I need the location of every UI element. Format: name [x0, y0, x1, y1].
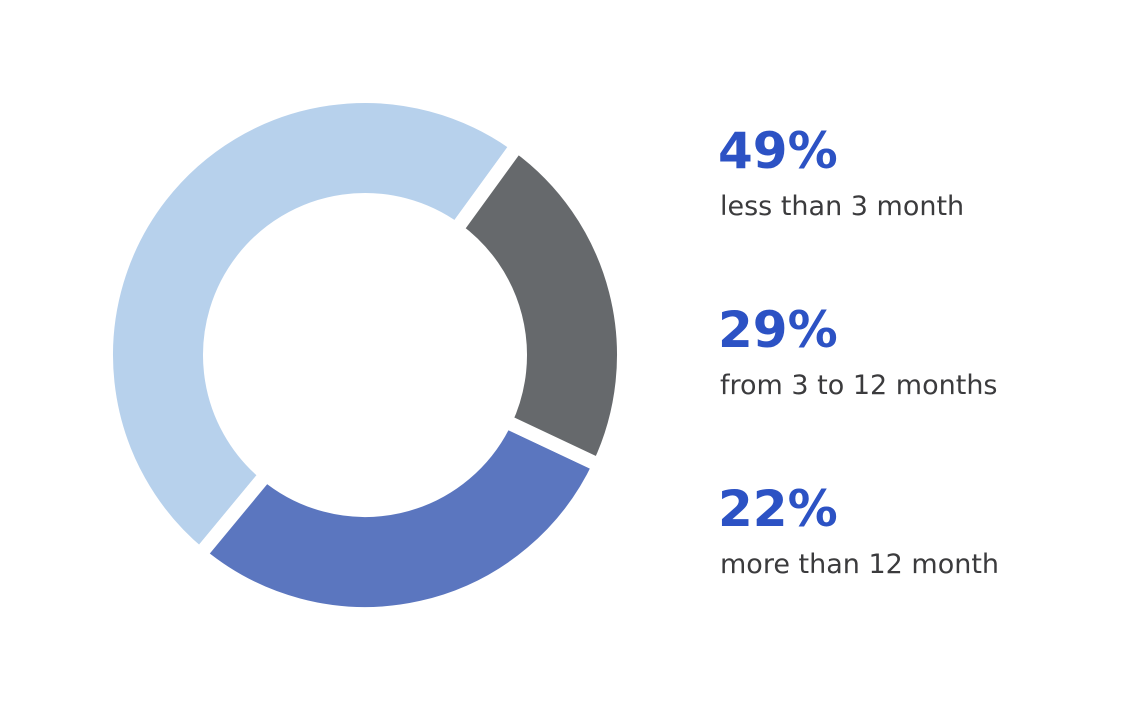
- donut-segment: [446, 135, 631, 475]
- donut-segment: [99, 89, 528, 565]
- category-label: less than 3 month: [720, 191, 964, 222]
- value-label: 22%: [718, 480, 838, 538]
- value-label: 29%: [718, 301, 838, 359]
- category-label: more than 12 month: [720, 549, 999, 580]
- donut-segment: [190, 411, 609, 621]
- category-label: from 3 to 12 months: [720, 370, 998, 401]
- value-label: 49%: [718, 122, 838, 180]
